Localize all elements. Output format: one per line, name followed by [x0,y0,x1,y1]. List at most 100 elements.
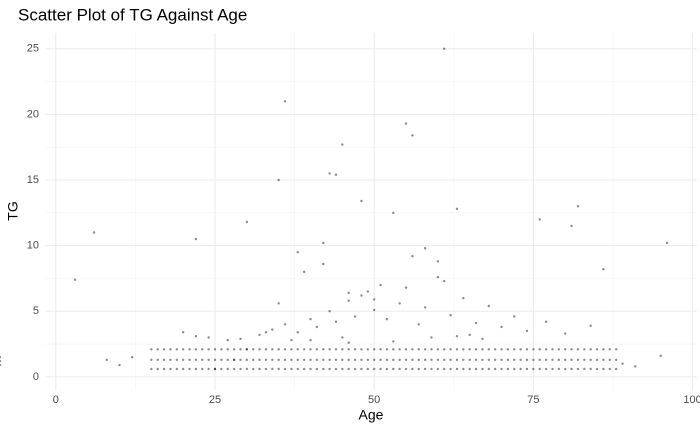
point [417,367,420,371]
point [213,348,217,351]
point [296,358,299,362]
point [423,247,427,250]
point [430,358,433,362]
x-tick-label: 100 [683,394,700,406]
point [366,348,370,351]
point [404,122,408,125]
point [506,367,510,371]
point [449,358,452,362]
point [169,358,172,362]
point [290,358,293,362]
point [659,354,662,358]
point [181,358,185,362]
point [175,367,179,371]
point [334,367,338,371]
point [481,358,484,362]
point [277,302,280,305]
point [169,367,172,371]
point [563,358,567,362]
point [487,358,490,362]
point [487,348,490,351]
point [525,367,529,371]
point [570,348,573,351]
point [347,358,350,362]
point [423,348,427,351]
point [290,367,293,371]
point [194,358,198,362]
point [283,348,287,351]
point [207,358,210,362]
point [372,348,376,351]
point [430,367,433,371]
point [423,306,427,309]
point [500,348,503,351]
point [213,367,217,371]
point [353,315,357,318]
point [220,348,223,351]
point [175,348,179,351]
point [347,299,350,302]
point [92,231,96,234]
point [264,331,268,334]
point [468,358,471,362]
point [372,367,376,371]
point [474,348,478,351]
point [583,358,586,362]
point [513,315,516,318]
point [449,313,452,317]
point [252,348,255,351]
point [436,348,440,351]
point [538,348,541,351]
point [532,367,535,371]
point [334,348,338,351]
point [589,324,592,327]
point [519,367,522,371]
point [436,260,440,263]
point [0,359,2,363]
point [372,358,376,362]
point [201,367,204,371]
point [481,348,484,351]
point [455,358,459,362]
point [570,367,573,371]
point [398,302,401,305]
chart-title: Scatter Plot of TG Against Age [18,5,247,24]
point [220,358,223,362]
point [481,337,484,341]
point [595,358,599,362]
y-tick-label: 10 [27,240,39,252]
point [576,205,580,208]
x-tick-label: 0 [53,394,59,406]
y-tick-label: 25 [27,43,39,55]
point [634,365,637,368]
point [443,358,446,362]
point [576,358,580,362]
point [201,348,204,351]
point [302,270,306,274]
point [353,358,357,362]
point [271,358,274,362]
point [493,348,497,351]
point [455,207,459,211]
x-tick-label: 75 [527,394,539,406]
point [296,250,299,254]
point [500,358,503,362]
point [443,367,446,371]
point [162,348,166,351]
point [404,286,408,289]
point [334,173,338,176]
point [239,348,242,351]
point [118,363,121,367]
point [302,367,306,371]
point [462,367,465,371]
point [341,336,344,339]
point [162,367,166,371]
point [207,367,210,371]
point [315,325,319,329]
point [602,367,605,371]
point [513,358,516,362]
point [392,211,395,215]
point [576,367,580,371]
point [398,367,401,371]
